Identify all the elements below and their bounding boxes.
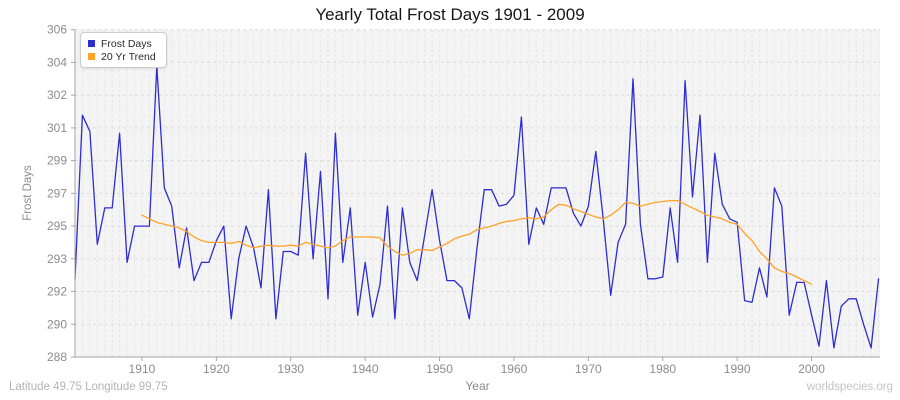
trend-line xyxy=(141,199,813,285)
chart-title: Yearly Total Frost Days 1901 - 2009 xyxy=(315,5,585,24)
y-tick-label: 292 xyxy=(47,285,67,299)
legend: Frost Days 20 Yr Trend xyxy=(80,32,167,68)
x-tick-label: 1940 xyxy=(352,362,379,376)
y-tick-label: 295 xyxy=(47,219,67,233)
y-tick-label: 290 xyxy=(47,317,67,331)
source-label: worldspecies.org xyxy=(806,381,893,393)
y-tick-label: 301 xyxy=(47,121,67,135)
trend-marker-icon xyxy=(88,53,95,60)
y-tick-label: 288 xyxy=(47,350,67,364)
x-tick-label: 1920 xyxy=(203,362,230,376)
legend-item-frost-days: Frost Days xyxy=(88,37,156,50)
y-tick-label: 293 xyxy=(47,252,67,266)
legend-label: 20 Yr Trend xyxy=(101,50,156,63)
x-tick-label: 1960 xyxy=(501,362,528,376)
x-tick-label: 1990 xyxy=(724,362,751,376)
x-tick-label: 2000 xyxy=(798,362,825,376)
coordinates-label: Latitude 49.75 Longitude 99.75 xyxy=(9,381,168,393)
frost-days-line xyxy=(74,65,880,349)
x-tick-label: 1950 xyxy=(426,362,453,376)
x-tick-label: 1980 xyxy=(649,362,676,376)
y-axis-title: Frost Days xyxy=(22,165,34,221)
x-axis-title: Year xyxy=(465,379,490,393)
y-tick-label: 297 xyxy=(47,186,67,200)
y-tick-label: 302 xyxy=(47,88,67,102)
legend-item-20yr-trend: 20 Yr Trend xyxy=(88,50,156,63)
y-tick-label: 306 xyxy=(47,23,67,37)
y-tick-label: 304 xyxy=(47,55,67,69)
x-tick-label: 1970 xyxy=(575,362,602,376)
legend-label: Frost Days xyxy=(101,37,152,50)
x-tick-label: 1930 xyxy=(277,362,304,376)
frost-days-marker-icon xyxy=(88,40,95,47)
y-tick-label: 299 xyxy=(47,154,67,168)
x-tick-label: 1910 xyxy=(129,362,156,376)
